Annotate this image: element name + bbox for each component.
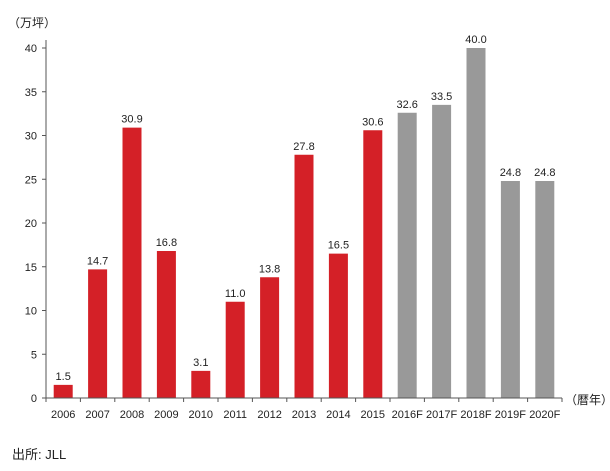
y-axis: 0 5 10 15 20 25 30 35 40 bbox=[25, 40, 47, 405]
y-tick-label: 35 bbox=[25, 87, 37, 99]
bar-value-label: 27.8 bbox=[293, 141, 314, 153]
bar-value-label: 30.9 bbox=[121, 114, 142, 126]
x-tick-label: 2007 bbox=[85, 409, 109, 421]
y-tick-label: 5 bbox=[31, 349, 37, 361]
y-tick-label: 25 bbox=[25, 174, 37, 186]
bar-value-label: 11.0 bbox=[225, 288, 246, 300]
x-tick-label: 2015 bbox=[361, 409, 385, 421]
x-tick-label: 2020F bbox=[529, 409, 560, 421]
y-tick-label: 30 bbox=[25, 131, 37, 143]
bar bbox=[53, 384, 73, 398]
bar bbox=[363, 130, 383, 398]
source-note: 出所: JLL bbox=[12, 447, 67, 462]
bar-value-label: 40.0 bbox=[465, 34, 486, 46]
bar-value-label: 1.5 bbox=[56, 371, 71, 383]
x-axis: 2006 2007 2008 2009 2010 2011 2012 2013 2014 2015… bbox=[45, 397, 563, 421]
bar-value-label: 24.8 bbox=[534, 167, 555, 179]
y-tick-label: 20 bbox=[25, 218, 37, 230]
x-tick-label: 2012 bbox=[257, 409, 281, 421]
y-tick-label: 10 bbox=[25, 306, 37, 318]
x-tick-label: 2008 bbox=[120, 409, 144, 421]
value-labels-group: 1.5 14.7 30.9 16.8 3.1 11.0 13.8 27.8 16.5 30.6 32… bbox=[56, 34, 556, 383]
x-tick-label: 2010 bbox=[189, 409, 213, 421]
bar bbox=[156, 251, 176, 398]
x-tick-label: 2019F bbox=[495, 409, 526, 421]
bar bbox=[432, 104, 452, 398]
bar-value-label: 13.8 bbox=[259, 263, 280, 275]
bar bbox=[88, 269, 108, 398]
x-tick-label: 2006 bbox=[51, 409, 75, 421]
y-tick-label: 40 bbox=[25, 43, 37, 55]
x-tick-label: 2017F bbox=[426, 409, 457, 421]
bar-value-label: 16.5 bbox=[328, 240, 349, 252]
bar bbox=[260, 277, 280, 398]
x-axis-unit-label: （暦年） bbox=[565, 393, 610, 407]
bar bbox=[122, 127, 142, 398]
bar-value-label: 14.7 bbox=[87, 255, 108, 267]
bar bbox=[466, 48, 486, 398]
y-tick-label: 15 bbox=[25, 262, 37, 274]
x-tick-label: 2018F bbox=[460, 409, 491, 421]
bar-value-label: 3.1 bbox=[193, 357, 208, 369]
y-tick-label: 0 bbox=[31, 393, 37, 405]
x-tick-label: 2011 bbox=[223, 409, 247, 421]
bar-value-label: 30.6 bbox=[362, 116, 383, 128]
bar bbox=[294, 154, 314, 398]
x-tick-label: 2016F bbox=[392, 409, 423, 421]
bar bbox=[191, 370, 211, 398]
bar bbox=[500, 181, 520, 398]
x-tick-label: 2009 bbox=[154, 409, 178, 421]
bars-group bbox=[53, 48, 555, 398]
bar-value-label: 16.8 bbox=[156, 237, 177, 249]
x-tick-label: 2013 bbox=[292, 409, 316, 421]
bar-value-label: 24.8 bbox=[500, 167, 521, 179]
bar bbox=[535, 181, 555, 398]
bar bbox=[328, 253, 348, 398]
y-axis-unit-label: （万坪） bbox=[8, 16, 57, 30]
bar-value-label: 32.6 bbox=[396, 99, 417, 111]
x-tick-label: 2014 bbox=[326, 409, 350, 421]
bar bbox=[397, 112, 417, 398]
bar-value-label: 33.5 bbox=[431, 91, 452, 103]
bar bbox=[225, 301, 245, 398]
